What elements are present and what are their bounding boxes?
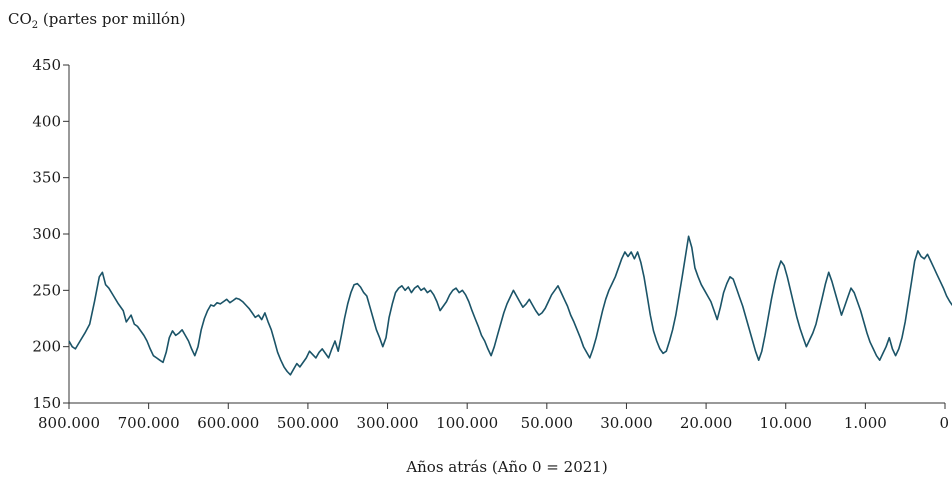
y-axis-label-subscript: 2 xyxy=(32,20,38,31)
x-tick-label: 10.000 xyxy=(759,414,812,432)
x-tick-label: 100.000 xyxy=(436,414,498,432)
y-tick-label: 200 xyxy=(32,338,61,356)
x-tick-label: 600.000 xyxy=(197,414,259,432)
y-tick-label: 300 xyxy=(32,225,61,243)
x-axis: 800.000 700.000 600.000 500.000 300.000 100.0… xyxy=(38,403,949,432)
x-tick-label: 0 xyxy=(939,414,949,432)
series-layer xyxy=(68,235,952,376)
x-tick-label: 700.000 xyxy=(118,414,180,432)
y-tick-label: 450 xyxy=(32,56,61,74)
x-tick-label: 50.000 xyxy=(521,414,574,432)
x-tick-label: 1.000 xyxy=(844,414,887,432)
y-axis-label: CO2 (partes por millón) xyxy=(8,10,186,31)
y-tick-label: 400 xyxy=(32,112,61,130)
x-axis-label: Años atrás (Año 0 = 2021) xyxy=(405,458,607,476)
y-axis-label-main: CO xyxy=(8,10,32,28)
y-tick-label: 350 xyxy=(32,169,61,187)
x-tick-label: 20.000 xyxy=(680,414,733,432)
y-axis-label-rest: (partes por millón) xyxy=(38,10,185,28)
x-tick-label: 800.000 xyxy=(38,414,100,432)
x-tick-label: 30.000 xyxy=(600,414,653,432)
y-tick-label: 150 xyxy=(32,394,61,412)
y-axis: 150 200 250 300 350 400 450 xyxy=(32,56,69,412)
x-tick-label: 500.000 xyxy=(277,414,339,432)
y-tick-label: 250 xyxy=(32,281,61,299)
x-tick-label: 300.000 xyxy=(357,414,419,432)
co2-series-line xyxy=(68,235,952,376)
